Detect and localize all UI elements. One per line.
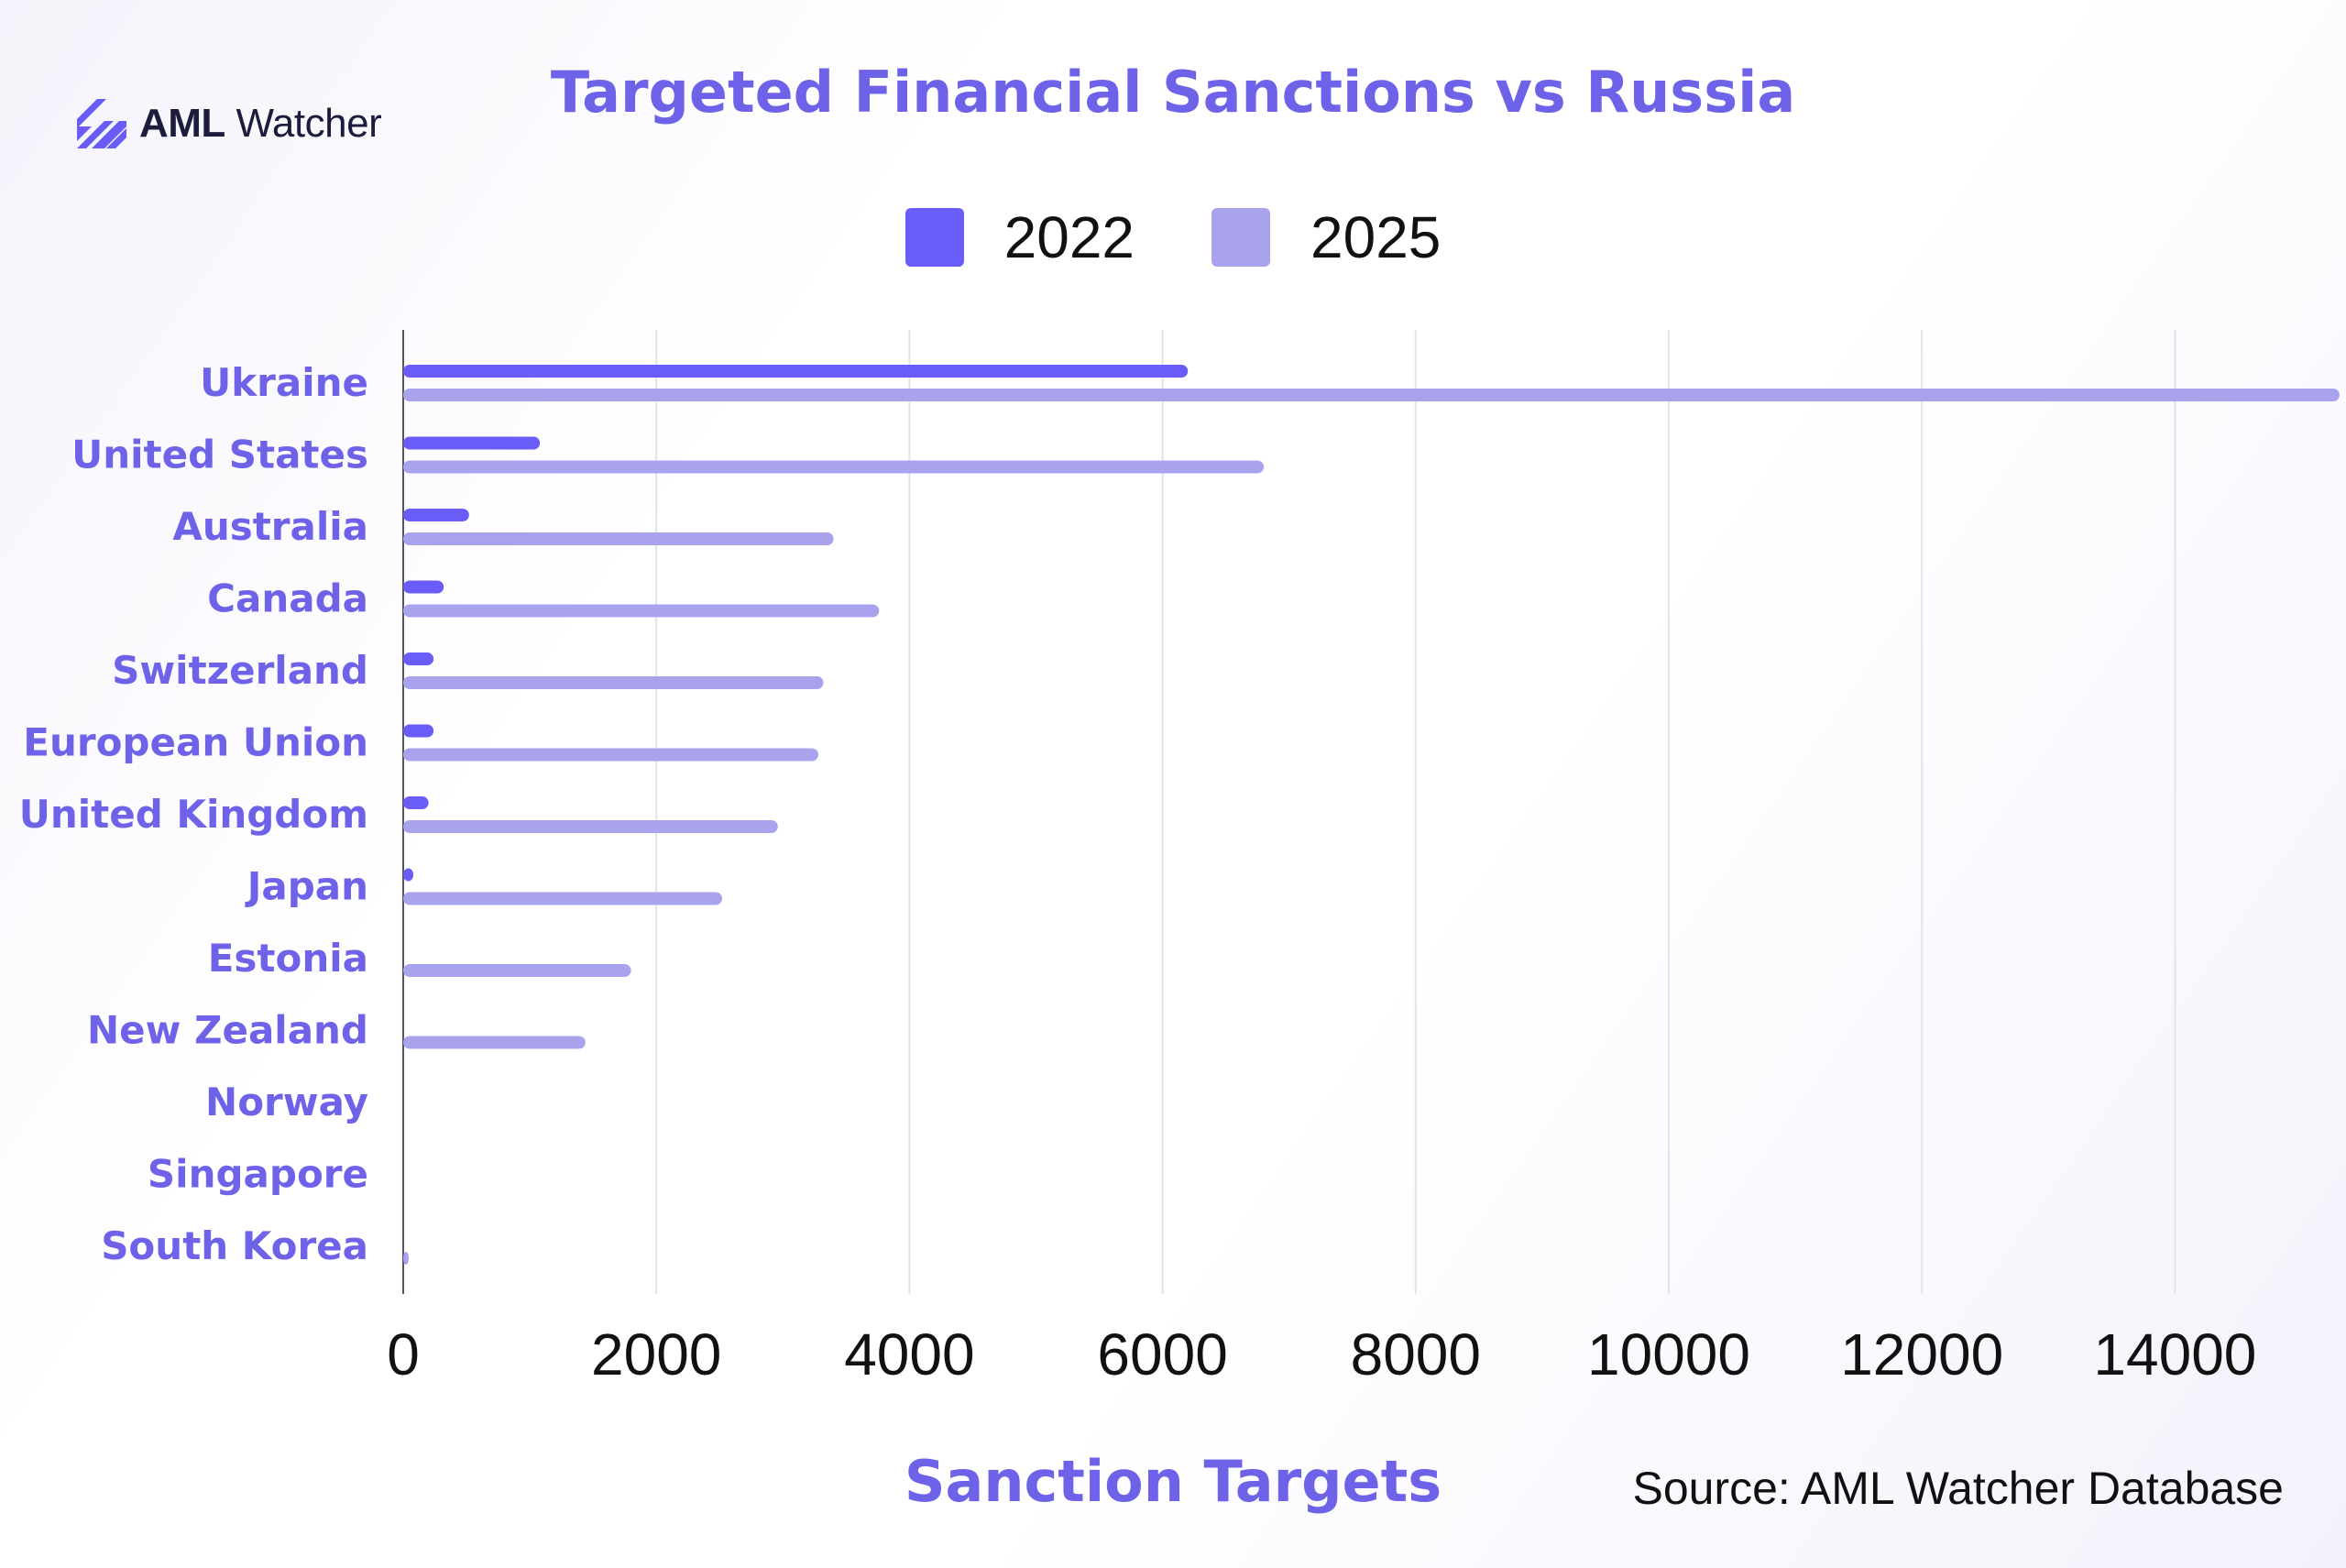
legend-label-2022: 2022: [1003, 204, 1135, 270]
bar-2025-ukraine: [403, 389, 2340, 401]
bar-2025-south-korea: [403, 1252, 409, 1265]
category-label: Canada: [207, 576, 368, 621]
category-label: Australia: [172, 504, 368, 549]
x-axis-title: Sanction Targets: [904, 1448, 1442, 1515]
bar-2022-united-states: [403, 436, 541, 450]
bar-2022-ukraine: [403, 365, 1189, 378]
legend-item-2025: 2025: [1211, 203, 1441, 271]
chart-legend: 2022 2025: [0, 203, 2346, 271]
bar-2022-canada: [403, 580, 444, 594]
bar-2025-switzerland: [403, 676, 824, 689]
bar-2025-united-states: [403, 460, 1265, 474]
brand-name: AML Watcher: [139, 101, 382, 147]
x-tick-label: 2000: [591, 1321, 721, 1387]
x-tick-label: 8000: [1351, 1321, 1481, 1387]
chart-title: Targeted Financial Sanctions vs Russia: [550, 59, 1796, 126]
brand-name-bold: AML: [139, 101, 225, 146]
bar-2022-australia: [403, 509, 469, 521]
bar-2022-united-kingdom: [403, 796, 429, 809]
bar-2022-switzerland: [403, 652, 434, 665]
category-label: South Korea: [101, 1223, 368, 1268]
category-label: European Union: [23, 720, 368, 765]
category-label: United Kingdom: [19, 792, 368, 837]
category-label: Switzerland: [112, 648, 368, 693]
x-tick-label: 6000: [1097, 1321, 1227, 1387]
brand-logo: AML Watcher: [73, 99, 382, 148]
legend-item-2022: 2022: [904, 203, 1135, 271]
legend-label-2025: 2025: [1310, 204, 1442, 270]
legend-swatch-2022: [904, 208, 964, 267]
x-tick-label: 14000: [2093, 1321, 2256, 1387]
category-label: Estonia: [208, 936, 368, 981]
x-tick-label: 4000: [844, 1321, 974, 1387]
bar-2025-estonia: [403, 964, 631, 977]
x-tick-label: 10000: [1587, 1321, 1750, 1387]
category-label: Ukraine: [200, 360, 368, 405]
category-label: New Zealand: [87, 1008, 368, 1053]
bar-2022-european-union: [403, 724, 434, 738]
bar-2025-canada: [403, 604, 880, 618]
category-label: Singapore: [148, 1152, 368, 1197]
x-tick-label: 0: [387, 1321, 420, 1387]
bar-2025-european-union: [403, 748, 818, 762]
category-label: United States: [71, 433, 368, 477]
aml-watcher-logo-icon: [77, 99, 126, 148]
category-label: Japan: [245, 864, 368, 909]
bar-2025-united-kingdom: [403, 820, 778, 833]
bar-2025-japan: [403, 892, 723, 905]
bar-2025-new-zealand: [403, 1036, 586, 1049]
x-tick-label: 12000: [1840, 1321, 2003, 1387]
category-label: Norway: [205, 1080, 368, 1124]
bar-2025-australia: [403, 532, 834, 545]
legend-swatch-2025: [1211, 208, 1270, 267]
bar-2022-japan: [403, 868, 414, 882]
source-note: Source: AML Watcher Database: [1632, 1463, 2284, 1514]
brand-name-light: Watcher: [225, 101, 382, 146]
